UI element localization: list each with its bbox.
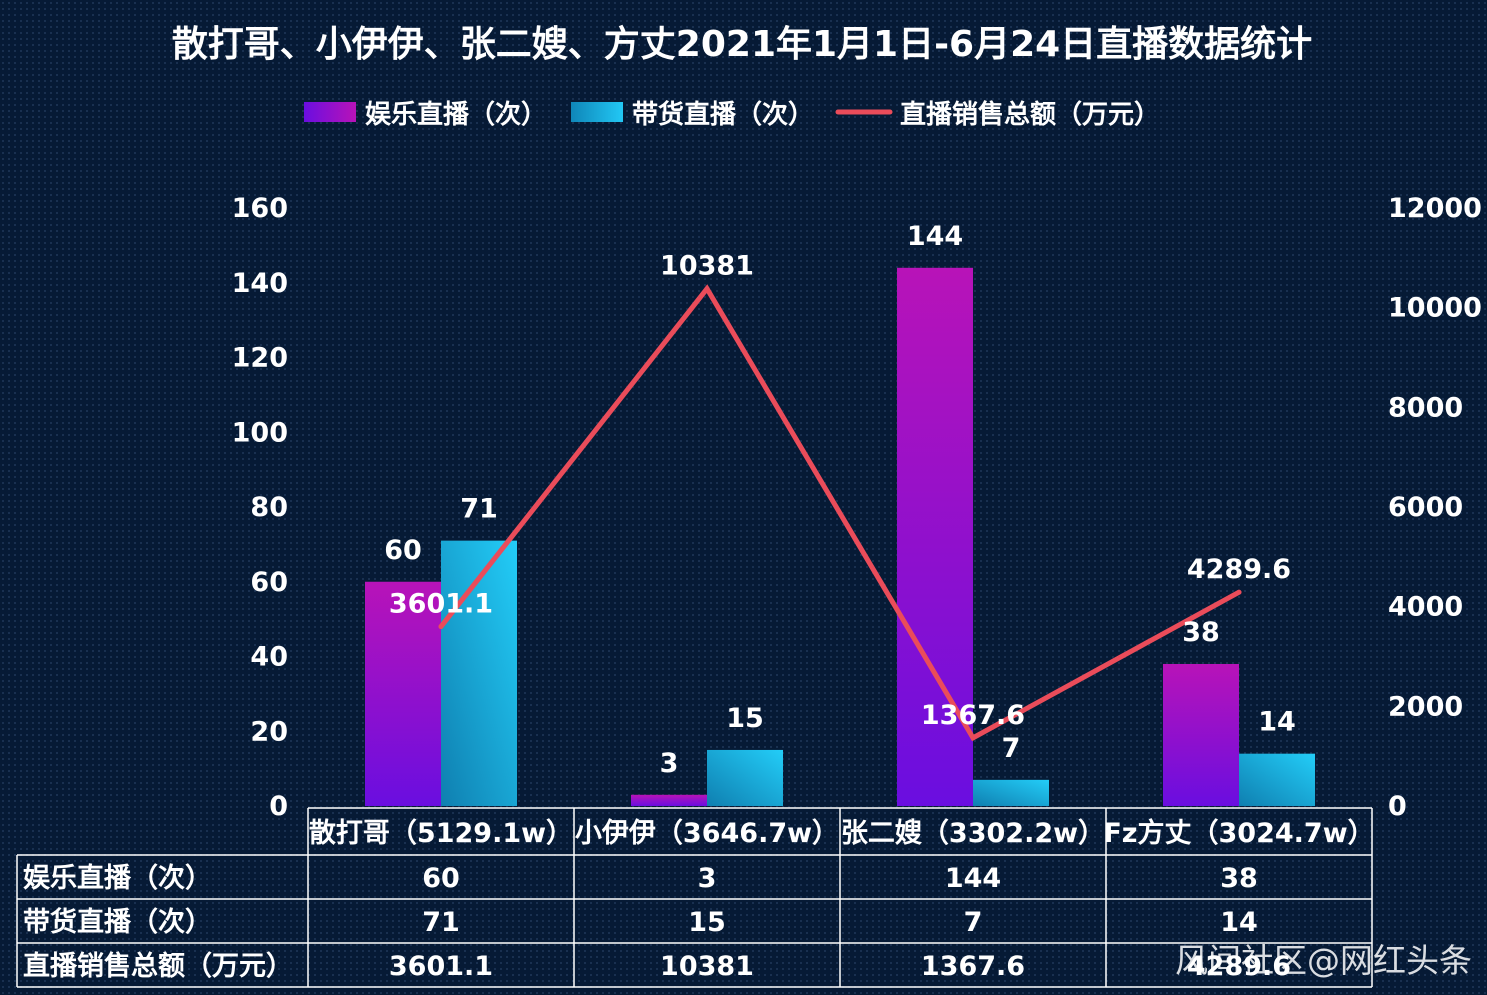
right-tick-label: 8000 <box>1388 392 1463 423</box>
legend-label-entertainment: 娱乐直播（次） <box>365 100 547 130</box>
revenue-value-label: 1367.6 <box>921 700 1025 731</box>
entertainment-value-label: 144 <box>907 221 963 252</box>
revenue-value-label: 10381 <box>660 251 754 282</box>
table-cell: 60 <box>422 863 460 894</box>
left-tick-label: 0 <box>269 791 288 822</box>
table-row-label: 直播销售总额（万元） <box>23 950 293 982</box>
sales-bar <box>1239 753 1315 806</box>
sales-value-label: 71 <box>460 494 498 525</box>
table-cell: 38 <box>1220 863 1258 894</box>
left-tick-label: 160 <box>232 193 288 224</box>
entertainment-bar <box>365 581 441 806</box>
revenue-line <box>438 284 1242 742</box>
category-label: 小伊伊（3646.7w） <box>575 818 839 849</box>
revenue-point <box>970 735 976 741</box>
table-row-label: 带货直播（次） <box>23 906 212 938</box>
right-tick-label: 0 <box>1388 791 1407 822</box>
data-table: 散打哥（5129.1w） 小伊伊（3646.7w） 张二嫂（3302.2w）Fz方丈… <box>16 807 1375 988</box>
table-cell: 10381 <box>660 951 754 982</box>
sales-bar <box>973 779 1049 806</box>
right-tick-label: 4000 <box>1388 592 1463 623</box>
revenue-line-layer <box>438 284 1242 742</box>
data-labels: 60 71 3 15 144 7 38 14 3601.1 10381 1367.6 4289.6 <box>384 221 1296 779</box>
table-cell: 71 <box>422 907 460 938</box>
sales-bar <box>441 540 517 806</box>
right-tick-label: 6000 <box>1388 492 1463 523</box>
left-tick-label: 120 <box>232 343 288 374</box>
table-cell: 3601.1 <box>389 951 493 982</box>
category-label: 张二嫂（3302.2w） <box>841 818 1105 849</box>
entertainment-value-label: 38 <box>1182 617 1220 648</box>
left-axis: 0 20 40 60 80 100 120 140 160 <box>232 193 288 822</box>
legend-label-sales: 带货直播（次） <box>632 99 814 130</box>
revenue-point <box>1236 589 1242 595</box>
left-tick-label: 40 <box>250 642 288 673</box>
sales-value-label: 14 <box>1258 707 1296 738</box>
entertainment-bar <box>1163 663 1239 806</box>
table-cell: 144 <box>945 863 1001 894</box>
legend-swatch-sales <box>571 102 623 122</box>
sales-bar <box>707 749 783 806</box>
revenue-value-label: 3601.1 <box>389 589 493 620</box>
table-cell: 1367.6 <box>921 951 1025 982</box>
category-label: 散打哥（5129.1w） <box>309 818 573 849</box>
table-cell: 3 <box>698 863 717 894</box>
revenue-value-label: 4289.6 <box>1187 554 1291 585</box>
sales-value-label: 15 <box>726 703 764 734</box>
entertainment-bar <box>631 794 707 806</box>
legend-swatch-entertainment <box>304 102 356 122</box>
right-tick-label: 2000 <box>1388 691 1463 722</box>
watermark-text: 风间社区@网红头条 <box>1175 941 1472 980</box>
bars <box>365 267 1315 806</box>
table-cell: 4289.6 <box>1187 951 1291 982</box>
right-tick-label: 12000 <box>1388 193 1482 224</box>
left-tick-label: 80 <box>250 492 288 523</box>
table-cell: 15 <box>688 907 726 938</box>
left-tick-label: 60 <box>250 567 288 598</box>
legend: 娱乐直播（次） 带货直播（次） 直播销售总额（万元） <box>304 99 1160 130</box>
chart-title: 散打哥、小伊伊、张二嫂、方丈2021年1月1日-6月24日直播数据统计 <box>172 24 1312 65</box>
table-row-label: 娱乐直播（次） <box>23 863 212 894</box>
table-cell: 14 <box>1220 907 1258 938</box>
right-tick-label: 10000 <box>1388 293 1482 324</box>
sales-value-label: 7 <box>1002 733 1021 764</box>
table-cell: 7 <box>964 907 983 938</box>
legend-label-revenue: 直播销售总额（万元） <box>900 99 1160 130</box>
category-label: Fz方丈（3024.7w） <box>1103 817 1374 849</box>
entertainment-value-label: 3 <box>660 748 679 779</box>
entertainment-value-label: 60 <box>384 535 422 566</box>
left-tick-label: 20 <box>250 716 288 747</box>
revenue-point <box>704 286 710 292</box>
revenue-point <box>438 624 444 630</box>
right-axis: 0 2000 4000 6000 8000 10000 12000 <box>1388 193 1482 822</box>
left-tick-label: 140 <box>232 268 288 299</box>
left-tick-label: 100 <box>232 417 288 448</box>
